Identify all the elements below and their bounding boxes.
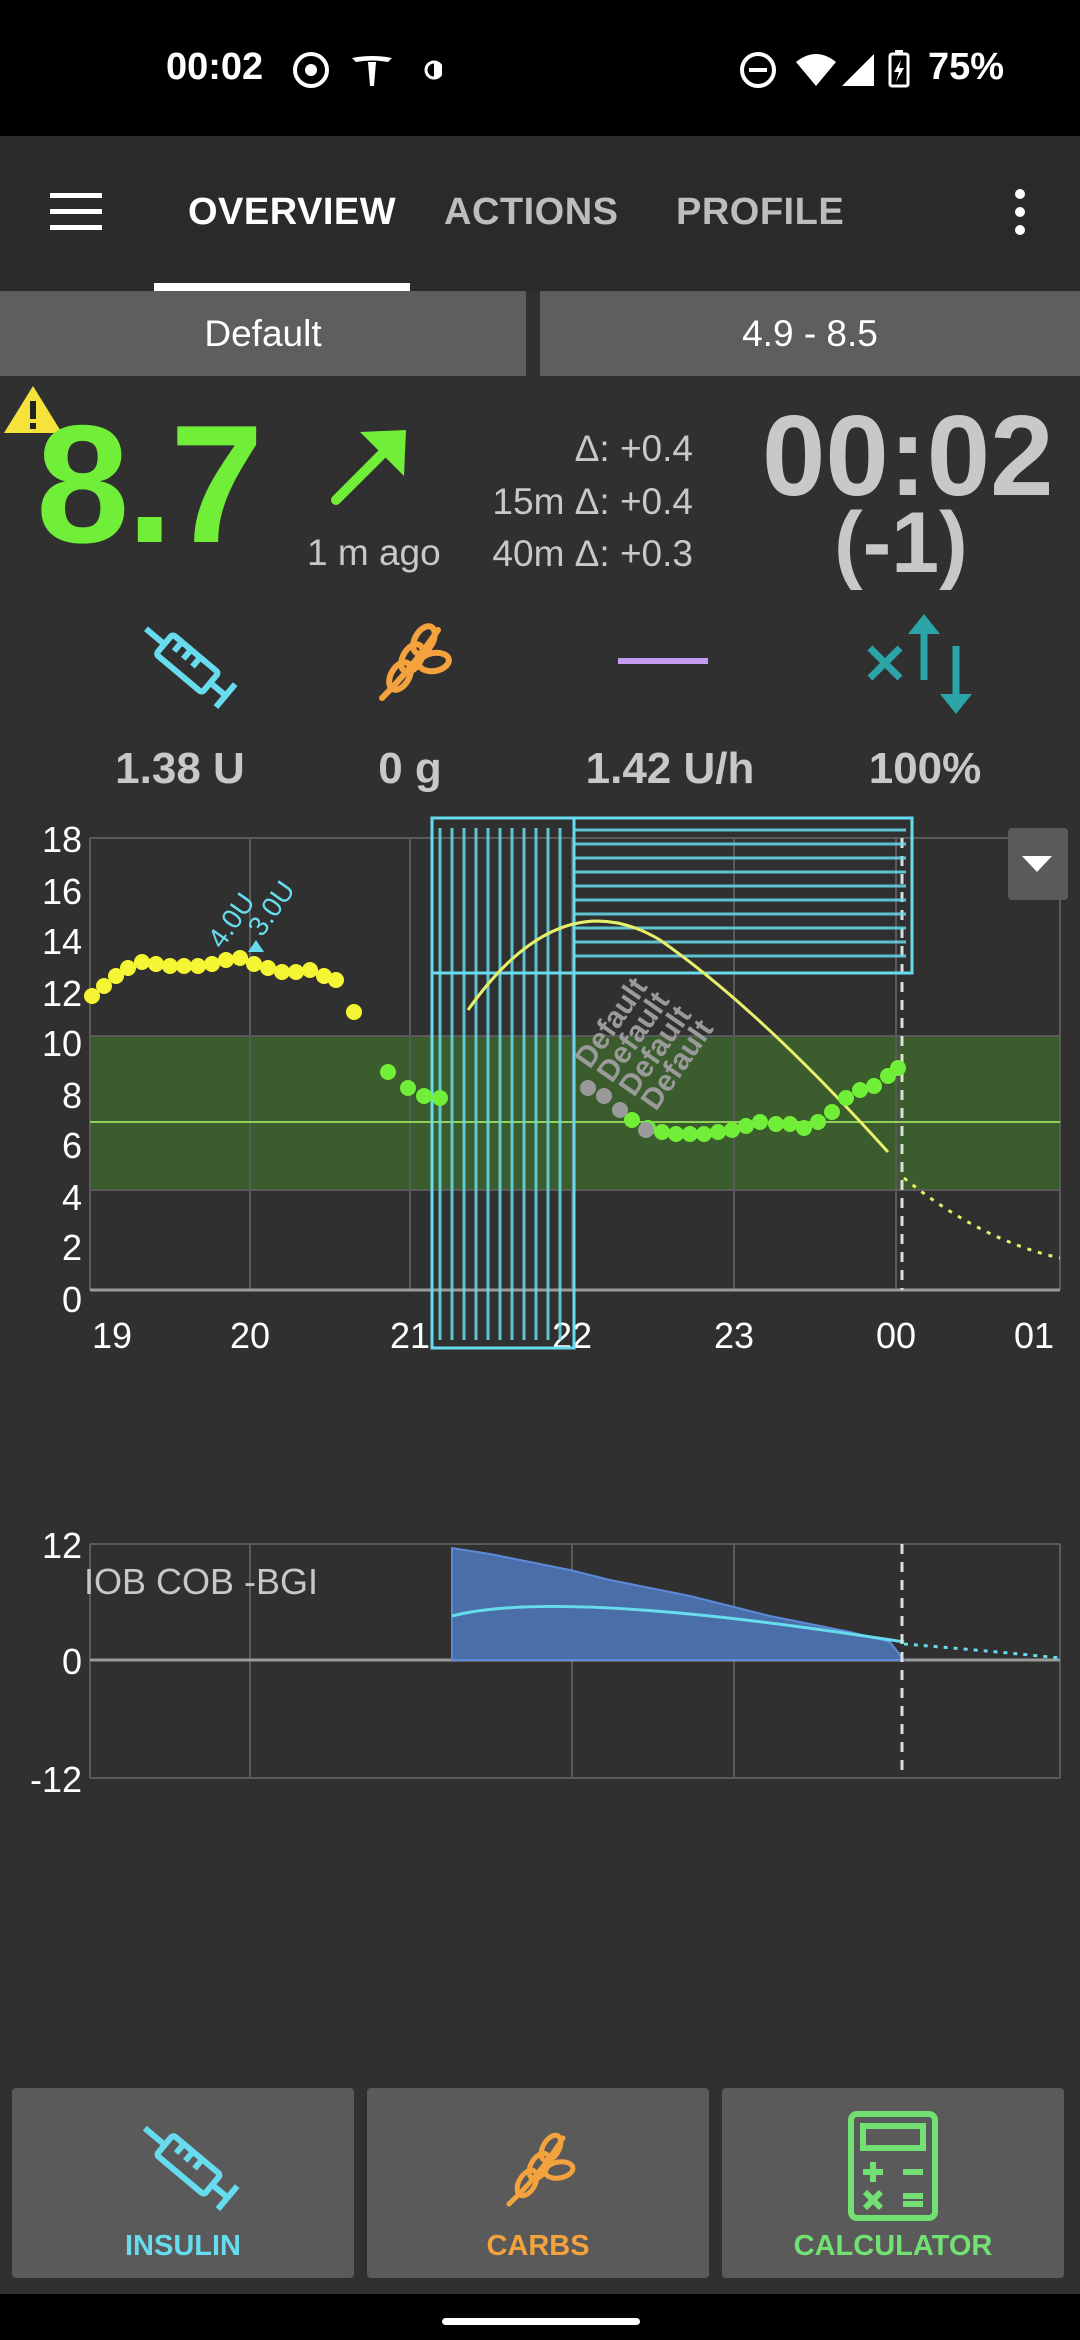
status-time: 00:02 <box>166 46 264 88</box>
insulin-button-label: INSULIN <box>125 2230 241 2262</box>
home-handle[interactable] <box>442 2318 640 2325</box>
battery-charging-icon <box>888 50 910 88</box>
delta: Δ: +0.4 <box>574 428 693 469</box>
basal-value: 1.42 U/h <box>585 744 755 793</box>
navigation-bar <box>0 2294 1080 2340</box>
calculator-button-label: CALCULATOR <box>793 2230 993 2262</box>
x-tick: 21 <box>390 1315 430 1356</box>
profile-label: Default <box>204 312 322 354</box>
tab-indicator <box>154 283 410 291</box>
y-tick: 6 <box>62 1125 82 1166</box>
bgi-forecast <box>903 1642 1061 1660</box>
target-range-button[interactable]: 4.9 - 8.5 <box>540 291 1080 376</box>
syringe-icon <box>142 2125 240 2212</box>
more-vert-icon[interactable] <box>1008 188 1032 238</box>
bg-points-high <box>84 950 362 1020</box>
arrow-up-right-icon <box>331 430 406 505</box>
x-tick: 22 <box>552 1315 592 1356</box>
profile-switch-icon[interactable] <box>864 610 982 716</box>
chart-menu-button[interactable] <box>1008 828 1068 900</box>
y-tick: 0 <box>62 1279 82 1320</box>
y-tick: 16 <box>42 871 82 912</box>
loop-time: 00:02 <box>762 393 1054 520</box>
bolus-annotations: 4.0U 3.0U <box>202 875 301 953</box>
basal-icon[interactable] <box>618 656 708 670</box>
tab-profile[interactable]: PROFILE <box>676 191 845 233</box>
chevron-down-icon <box>1022 856 1052 872</box>
do-not-disturb-icon <box>740 52 776 88</box>
prediction-forecast <box>903 1176 1061 1260</box>
contrast-icon <box>424 60 442 80</box>
bg-age: 1 m ago <box>307 532 441 573</box>
syringe-icon[interactable] <box>126 610 246 720</box>
x-tick: 19 <box>92 1315 132 1356</box>
bolus-marker <box>248 940 264 952</box>
y-tick: 14 <box>42 921 82 962</box>
x-tick: 00 <box>876 1315 916 1356</box>
y-tick: 10 <box>42 1023 82 1064</box>
profile-button[interactable]: Default <box>0 291 526 376</box>
carbs-icon <box>506 2132 576 2207</box>
battery-percent: 75% <box>928 46 1005 88</box>
tab-actions[interactable]: ACTIONS <box>444 191 619 233</box>
delta-40m: 40m Δ: +0.3 <box>492 533 693 574</box>
y-tick: 12 <box>42 1525 82 1566</box>
bg-value[interactable]: 8.7 <box>36 390 264 578</box>
wifi-icon <box>796 54 836 86</box>
y-tick: 12 <box>42 973 82 1014</box>
x-tick: 23 <box>714 1315 754 1356</box>
y-tick: 4 <box>62 1177 82 1218</box>
app-bar: OVERVIEW ACTIONS PROFILE <box>0 136 1080 291</box>
y-tick: 18 <box>42 819 82 860</box>
y-tick: 8 <box>62 1075 82 1116</box>
x-tick: 01 <box>1014 1315 1054 1356</box>
y-tick: -12 <box>30 1759 82 1800</box>
status-bar: 00:02 75% <box>0 0 1080 136</box>
x-tick: 20 <box>230 1315 270 1356</box>
signal-icon <box>842 54 874 86</box>
bg-chart-y-labels: 18 16 14 12 10 8 6 4 2 0 <box>42 819 82 1320</box>
iob-value: 1.38 U <box>115 744 245 793</box>
y-tick: 2 <box>62 1227 82 1268</box>
insulin-button[interactable]: INSULIN <box>12 2088 354 2278</box>
status-app-icons <box>293 52 442 88</box>
calculator-button[interactable]: CALCULATOR <box>722 2088 1064 2278</box>
iob-chart-y-labels: 12 0 -12 <box>30 1525 82 1800</box>
y-tick: 0 <box>62 1641 82 1682</box>
iob-chart[interactable]: 12 0 -12 IOB COB -BGI <box>0 1520 1080 1820</box>
carbs-icon[interactable] <box>372 618 452 708</box>
iob-area <box>451 1546 907 1661</box>
treatment-overlay <box>430 816 914 1350</box>
carbs-button-label: CARBS <box>486 2230 590 2262</box>
loop-time-offset: (-1) <box>834 495 968 591</box>
profile-percent-value: 100% <box>868 744 982 793</box>
bg-chart[interactable]: 18 16 14 12 10 8 6 4 2 0 19 20 21 22 23 … <box>0 800 1080 1380</box>
menu-icon[interactable] <box>50 191 104 235</box>
delta-15m: 15m Δ: +0.4 <box>492 481 693 522</box>
bg-points-grey <box>580 1080 654 1138</box>
tesla-icon <box>352 56 392 86</box>
carbs-button[interactable]: CARBS <box>367 2088 709 2278</box>
bgi-line <box>451 1604 905 1644</box>
prediction-line <box>466 919 890 1154</box>
tab-overview[interactable]: OVERVIEW <box>188 191 397 233</box>
target-range-label: 4.9 - 8.5 <box>742 312 878 354</box>
warning-icon[interactable] <box>2 383 64 435</box>
cob-value: 0 g <box>378 744 442 793</box>
whatsapp-icon <box>293 52 329 88</box>
calculator-icon <box>848 2111 938 2221</box>
status-system-icons <box>740 50 910 88</box>
iob-chart-legend[interactable]: IOB COB -BGI <box>84 1561 318 1602</box>
